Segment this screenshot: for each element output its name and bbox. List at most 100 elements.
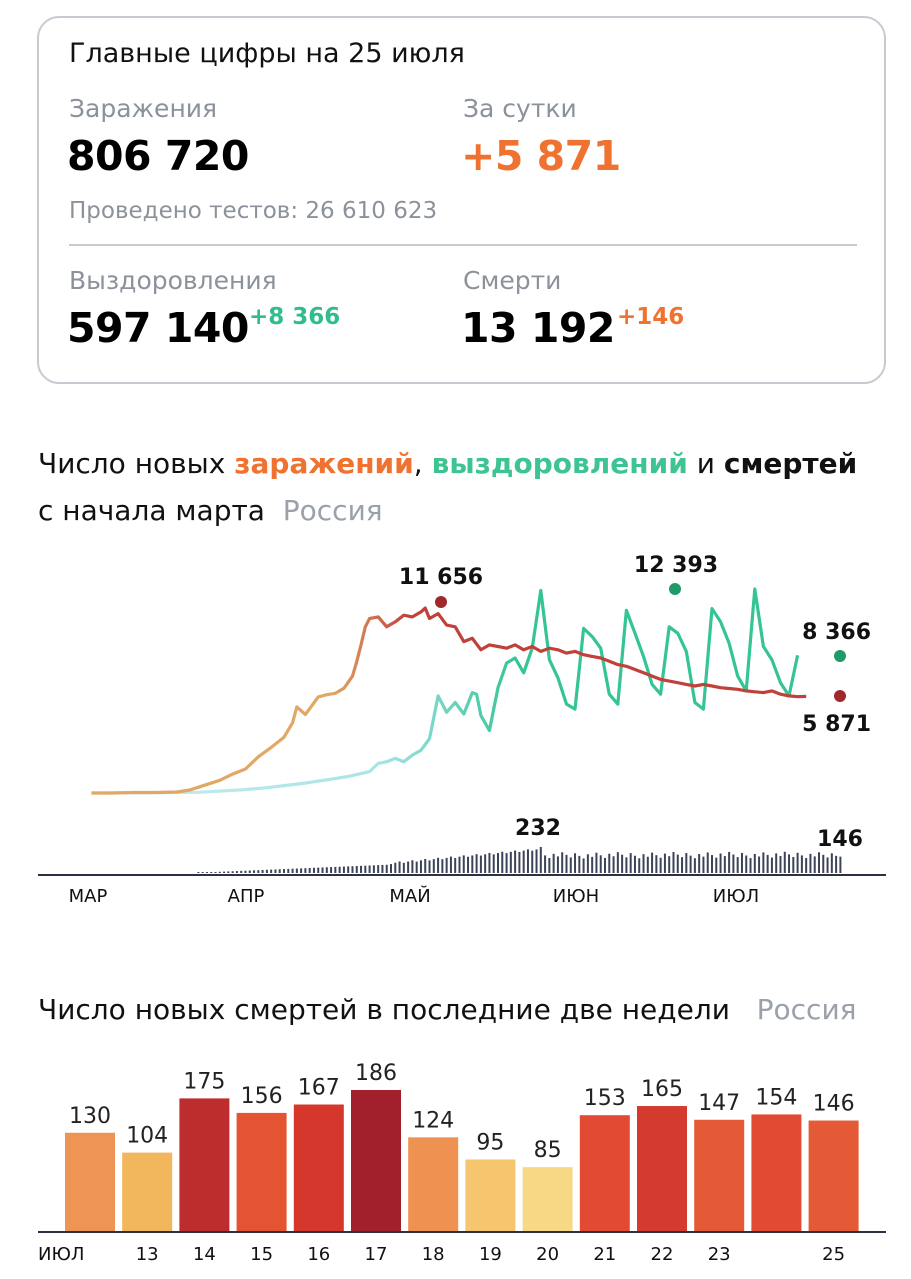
deaths-bar bbox=[295, 868, 298, 873]
deaths-bar bbox=[484, 854, 487, 873]
deaths-bar bbox=[565, 854, 568, 873]
deaths-bar bbox=[368, 865, 371, 873]
deaths-bar bbox=[668, 856, 671, 873]
deaths-day-bar bbox=[694, 1119, 745, 1232]
infections-last-marker bbox=[834, 690, 846, 702]
month-label: МАЙ bbox=[389, 885, 430, 907]
deaths-bar bbox=[830, 853, 833, 873]
deaths-bar bbox=[736, 857, 739, 873]
deaths-bar bbox=[586, 854, 589, 873]
deaths-bar bbox=[334, 866, 337, 873]
deaths-bar bbox=[796, 852, 799, 873]
deaths-day-bar bbox=[465, 1159, 516, 1232]
deaths-bar bbox=[231, 871, 234, 873]
deaths-day-bar bbox=[637, 1106, 687, 1232]
deaths-bar bbox=[758, 856, 761, 873]
deaths-bar bbox=[599, 855, 602, 873]
deaths-bar bbox=[676, 854, 679, 873]
deaths-day-bar bbox=[408, 1137, 459, 1232]
deaths-day-label: 18 bbox=[422, 1244, 445, 1265]
deaths-bar bbox=[351, 866, 354, 873]
deaths-bar bbox=[265, 869, 268, 873]
infections-last-label: 5 871 bbox=[802, 712, 871, 737]
deaths-bar bbox=[591, 856, 594, 873]
deaths-bars bbox=[197, 847, 842, 873]
deaths-bar bbox=[663, 853, 666, 873]
month-label: МАР bbox=[69, 886, 108, 907]
deaths-bar bbox=[492, 854, 495, 873]
deaths-day-label: 19 bbox=[479, 1244, 502, 1265]
deaths-bar bbox=[698, 854, 701, 873]
deaths-bar bbox=[809, 853, 812, 873]
deaths-bar bbox=[214, 871, 217, 873]
deaths-bar bbox=[800, 855, 803, 873]
recoveries-value: 597 140 bbox=[67, 304, 249, 352]
deaths-delta: +146 bbox=[617, 304, 685, 330]
deaths-bar bbox=[244, 870, 247, 873]
deaths-bar bbox=[578, 855, 581, 873]
deaths-day-value: 147 bbox=[698, 1091, 740, 1116]
deaths-bar bbox=[818, 852, 820, 873]
deaths-bar bbox=[693, 858, 696, 873]
deaths-bar bbox=[248, 870, 251, 873]
infections-peak-marker bbox=[435, 596, 447, 608]
deaths-bar bbox=[569, 857, 572, 873]
deaths-bar bbox=[574, 853, 577, 873]
deaths-bar bbox=[633, 855, 636, 873]
deaths-bar bbox=[749, 858, 752, 873]
deaths-bar bbox=[711, 855, 713, 873]
deaths-bar bbox=[342, 866, 345, 873]
tests-count: Проведено тестов: 26 610 623 bbox=[69, 198, 438, 224]
deaths-day-label: 23 bbox=[708, 1244, 731, 1265]
deaths-bar bbox=[539, 847, 542, 873]
deaths-bar bbox=[462, 855, 465, 873]
recoveries-delta: +8 366 bbox=[249, 304, 341, 330]
deaths-day-label: 14 bbox=[193, 1244, 216, 1265]
deaths-bar bbox=[321, 867, 324, 873]
deaths-bar bbox=[792, 856, 795, 873]
deaths-bar bbox=[728, 851, 731, 873]
deaths-day-bar bbox=[579, 1115, 630, 1232]
recoveries-peak-marker bbox=[669, 583, 681, 595]
deaths-bar bbox=[770, 857, 773, 873]
deaths-bar bbox=[552, 853, 555, 873]
deaths-bar bbox=[604, 857, 606, 873]
deaths-bar bbox=[642, 854, 645, 873]
chart1-heading-recoveries: выздоровлений bbox=[431, 447, 688, 480]
deaths-bar bbox=[437, 857, 440, 873]
deaths-bar bbox=[805, 857, 808, 873]
deaths-bar bbox=[544, 855, 547, 873]
deaths-bar bbox=[715, 857, 718, 873]
deaths-bar bbox=[497, 853, 499, 873]
deaths-peak-label: 232 bbox=[515, 816, 561, 841]
summary-divider bbox=[69, 244, 857, 246]
deaths-bar bbox=[822, 854, 825, 873]
deaths-bar bbox=[355, 866, 358, 873]
deaths-bar bbox=[556, 856, 559, 873]
deaths-bar bbox=[638, 858, 641, 873]
infections-peak-label: 11 656 bbox=[399, 565, 483, 590]
deaths-bar bbox=[685, 853, 688, 873]
deaths-bar bbox=[625, 857, 628, 873]
deaths-bar bbox=[655, 855, 658, 873]
deaths-bar bbox=[740, 852, 743, 873]
deaths-day-bar bbox=[122, 1152, 173, 1232]
deaths-bar bbox=[548, 857, 551, 873]
deaths-bar bbox=[360, 865, 363, 873]
deaths-bar bbox=[257, 870, 260, 873]
deaths-bar bbox=[274, 869, 277, 873]
deaths-bar bbox=[381, 864, 384, 873]
daily-label: За сутки bbox=[463, 94, 577, 123]
chart2-region: Россия bbox=[756, 993, 857, 1026]
deaths-bar bbox=[424, 859, 427, 873]
recoveries-last-marker bbox=[834, 650, 846, 662]
deaths-day-value: 104 bbox=[126, 1124, 168, 1149]
deaths-bar bbox=[458, 856, 461, 873]
deaths-bar bbox=[201, 872, 204, 873]
deaths-bar bbox=[445, 857, 448, 873]
deaths-value: 13 192 bbox=[461, 304, 615, 352]
deaths-day-value: 146 bbox=[813, 1092, 855, 1117]
deaths-bar bbox=[835, 855, 838, 873]
deaths-bar bbox=[402, 862, 405, 873]
